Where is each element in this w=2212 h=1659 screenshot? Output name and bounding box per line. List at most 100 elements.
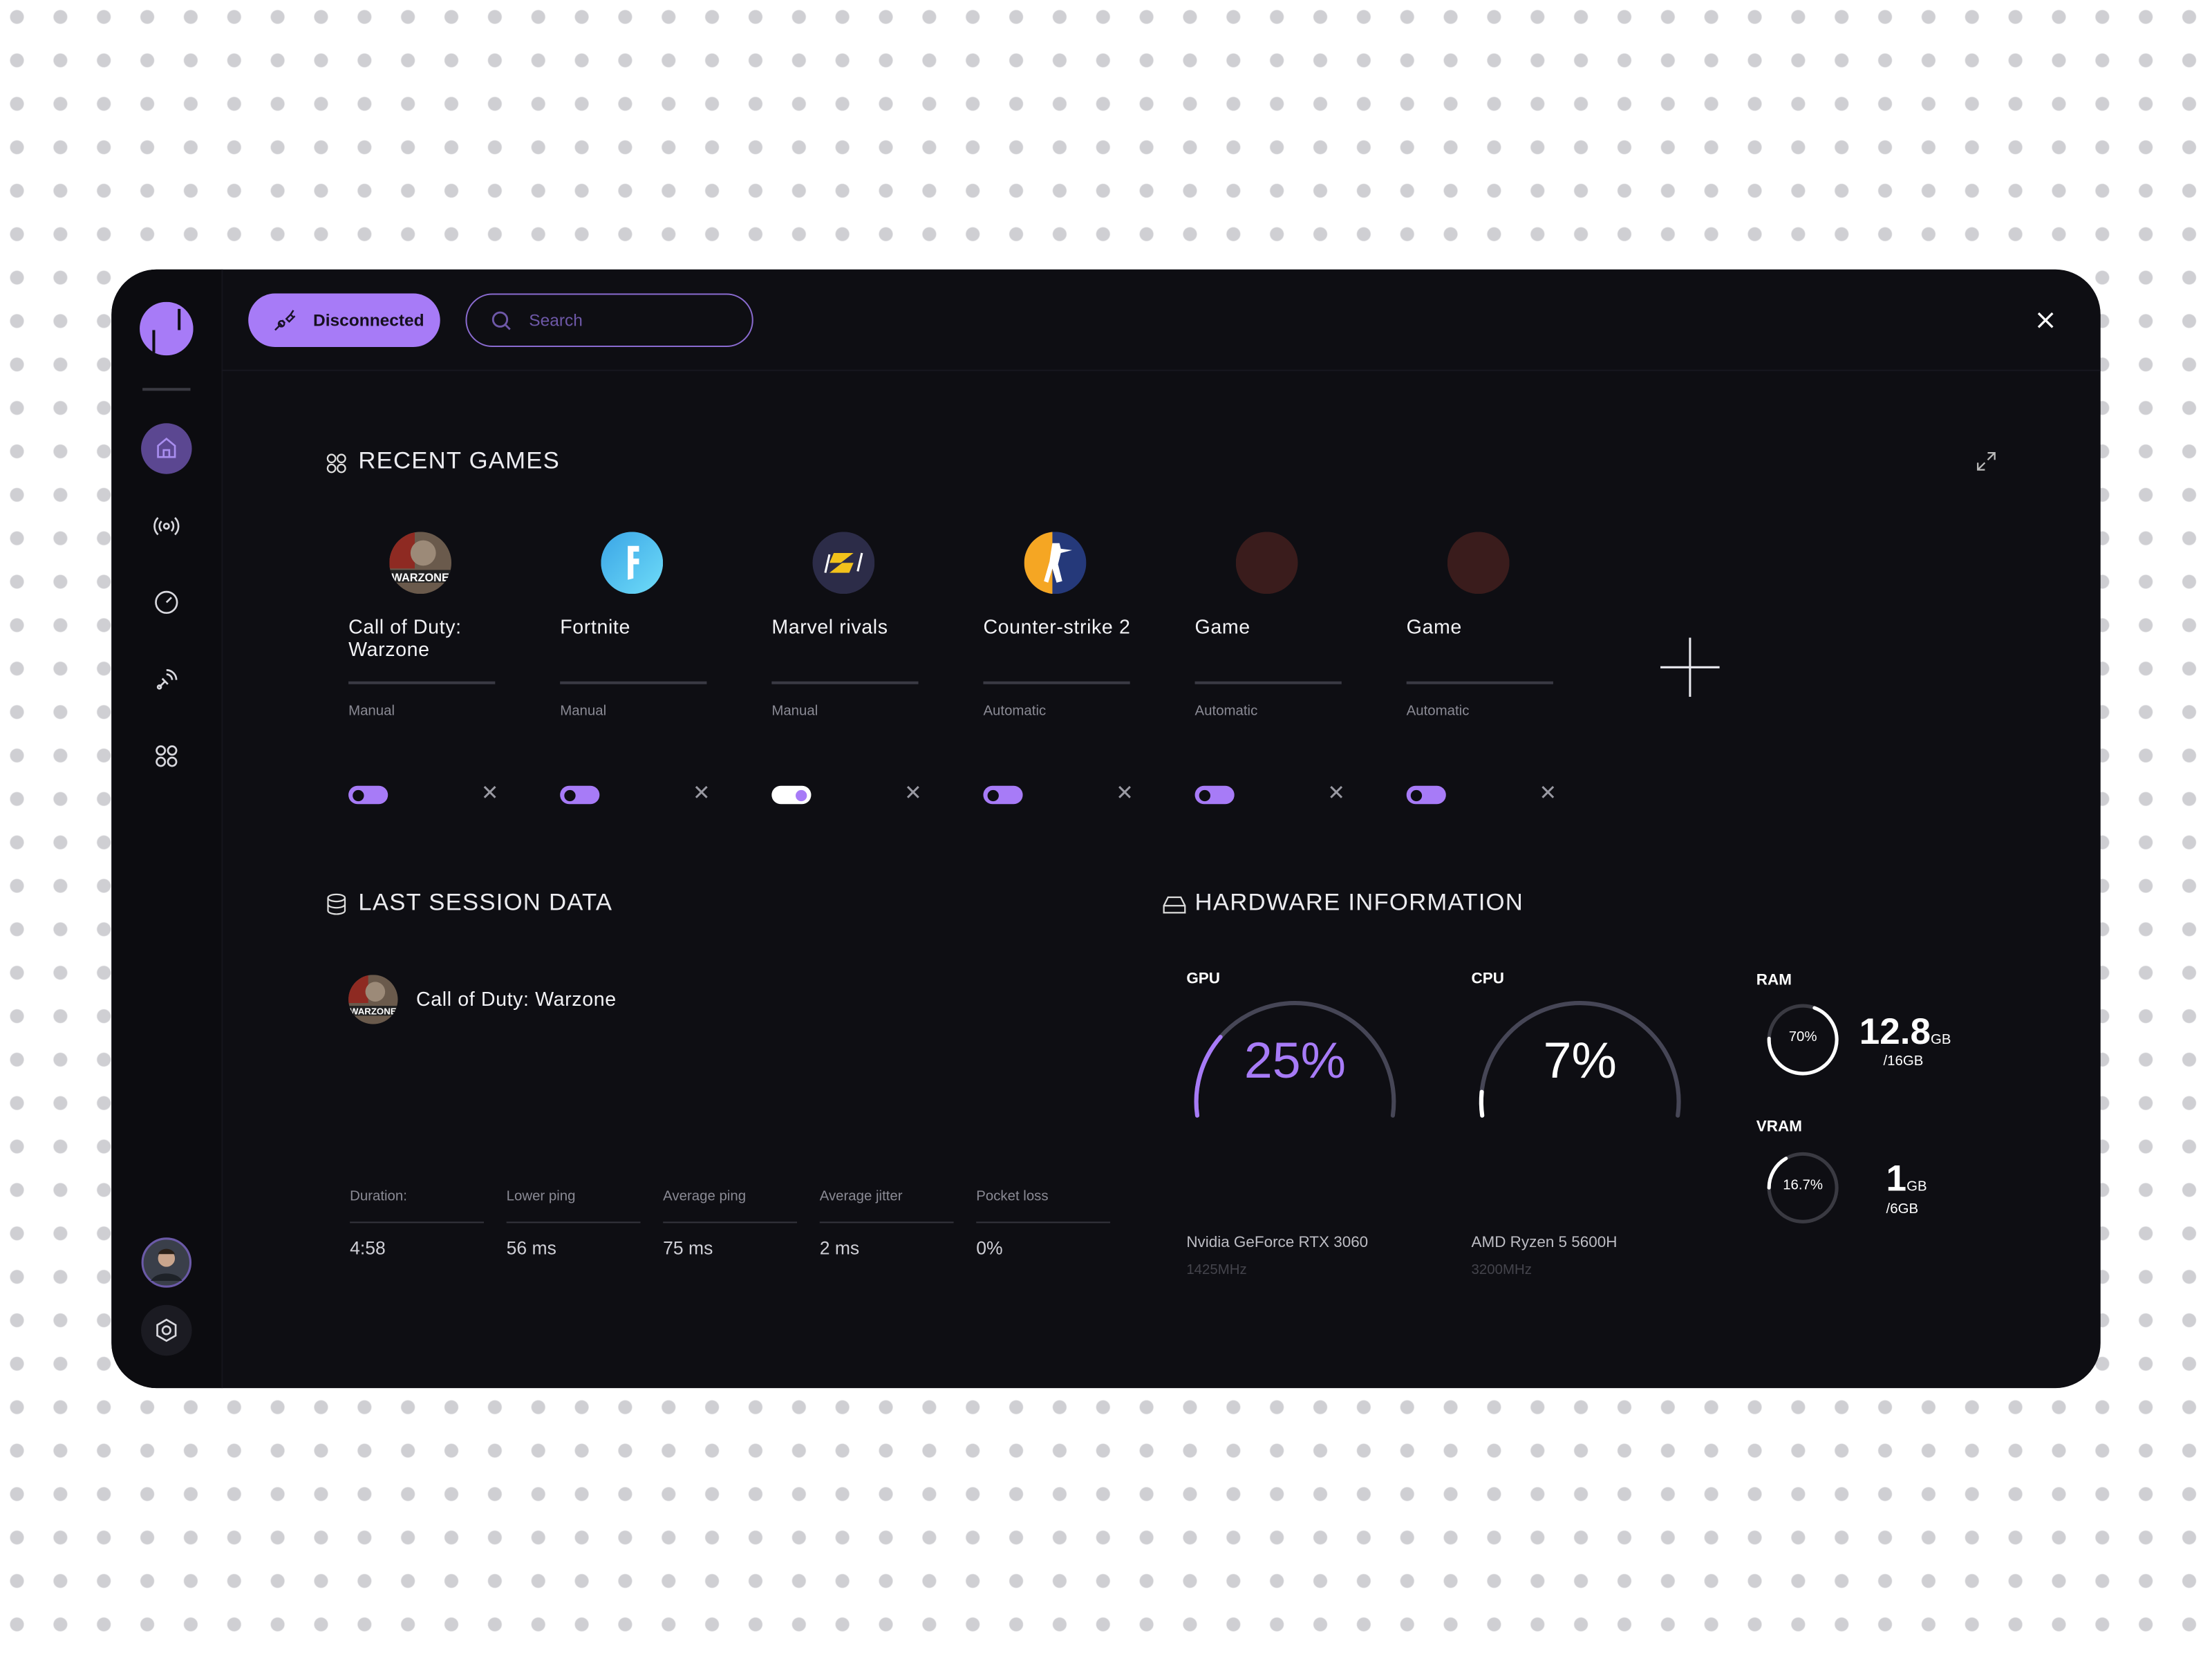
ram-ring bbox=[1767, 1004, 1839, 1076]
satellite-icon bbox=[156, 669, 178, 690]
svg-text:WARZONE: WARZONE bbox=[391, 572, 449, 584]
game-icon[interactable] bbox=[812, 532, 875, 594]
remove-game-icon[interactable]: ✕ bbox=[1327, 781, 1346, 806]
cpu-percent: 7% bbox=[1543, 1031, 1617, 1089]
warzone-icon: WARZONE bbox=[389, 532, 452, 594]
vram-used: 1GB bbox=[1886, 1156, 1927, 1200]
app-logo bbox=[140, 301, 194, 356]
vram-unit: GB bbox=[1906, 1179, 1927, 1195]
grid-icon bbox=[156, 745, 178, 767]
game-card: Counter-strike 2 Automatic ✕ bbox=[983, 532, 1138, 814]
toggle-knob bbox=[796, 789, 807, 801]
gpu-model: Nvidia GeForce RTX 3060 bbox=[1186, 1234, 1369, 1252]
hard-drive-icon bbox=[1163, 896, 1186, 914]
last-session-game-name: Call of Duty: Warzone bbox=[416, 987, 617, 1011]
game-toggle[interactable] bbox=[1194, 785, 1235, 805]
stat-value: 4:58 bbox=[350, 1237, 386, 1259]
warzone-icon: WARZONE bbox=[348, 975, 398, 1024]
stat-value: 56 ms bbox=[506, 1237, 556, 1259]
counter-strike-icon bbox=[1024, 532, 1087, 594]
game-icon[interactable] bbox=[1024, 532, 1087, 594]
stat-label: Average ping bbox=[663, 1189, 747, 1205]
game-toggle[interactable] bbox=[771, 785, 812, 805]
ring-fill bbox=[1767, 1156, 1788, 1190]
game-icon[interactable] bbox=[1447, 532, 1510, 594]
game-toggle[interactable] bbox=[1406, 785, 1446, 805]
stat-divider bbox=[976, 1221, 1111, 1224]
game-card: Game Automatic ✕ bbox=[1406, 532, 1562, 814]
game-name: Call of Duty: Warzone bbox=[348, 615, 462, 661]
hardware-title: HARDWARE INFORMATION bbox=[1194, 888, 1524, 916]
game-divider bbox=[1194, 681, 1342, 684]
remove-game-icon[interactable]: ✕ bbox=[693, 781, 711, 806]
gpu-clock: 1425MHz bbox=[1186, 1262, 1247, 1278]
sidebar-divider bbox=[142, 388, 191, 391]
game-card: Marvel rivals Manual ✕ bbox=[771, 532, 926, 814]
cpu-gauge bbox=[1479, 1000, 1681, 1118]
marvel-rivals-icon bbox=[812, 532, 875, 594]
ram-percent: 70% bbox=[1788, 1029, 1817, 1046]
game-mode: Automatic bbox=[1406, 704, 1470, 720]
game-icon[interactable]: WARZONE bbox=[389, 532, 452, 594]
cpu-model: AMD Ryzen 5 5600H bbox=[1471, 1234, 1618, 1252]
home-icon bbox=[157, 437, 176, 458]
stat-divider bbox=[663, 1221, 798, 1224]
game-name: Marvel rivals bbox=[771, 615, 888, 638]
ram-used: 12.8GB bbox=[1859, 1010, 1951, 1053]
game-mode: Automatic bbox=[983, 704, 1047, 720]
game-divider bbox=[983, 681, 1130, 684]
stat-divider bbox=[819, 1221, 954, 1224]
sidebar-item-satellite[interactable] bbox=[149, 663, 183, 697]
cpu-label: CPU bbox=[1471, 971, 1504, 988]
stat-value: 2 ms bbox=[819, 1237, 860, 1259]
game-divider bbox=[771, 681, 919, 684]
avatar[interactable] bbox=[141, 1237, 192, 1288]
search-placeholder: Search bbox=[529, 310, 583, 330]
game-divider bbox=[1406, 681, 1553, 684]
ram-total: /16GB bbox=[1883, 1053, 1924, 1069]
game-name: Counter-strike 2 bbox=[983, 615, 1131, 638]
vram-total: /6GB bbox=[1886, 1201, 1919, 1218]
close-icon[interactable] bbox=[2036, 310, 2056, 330]
settings-button[interactable] bbox=[141, 1304, 192, 1356]
placeholder-game-icon bbox=[1235, 532, 1298, 594]
expand-icon[interactable] bbox=[1975, 450, 1998, 473]
game-toggle[interactable] bbox=[983, 785, 1023, 805]
toggle-knob bbox=[1199, 789, 1211, 801]
vram-used-value: 1 bbox=[1886, 1156, 1907, 1199]
game-mode: Manual bbox=[771, 704, 818, 720]
remove-game-icon[interactable]: ✕ bbox=[480, 781, 499, 806]
game-card: WARZONE Call of Duty: Warzone Manual ✕ bbox=[348, 532, 503, 814]
sidebar-item-home[interactable] bbox=[141, 423, 192, 474]
last-session-title: LAST SESSION DATA bbox=[358, 888, 613, 916]
connection-status-button[interactable]: Disconnected bbox=[248, 293, 440, 348]
game-icon[interactable] bbox=[601, 532, 664, 594]
game-icon[interactable] bbox=[1235, 532, 1298, 594]
search-input[interactable]: Search bbox=[465, 293, 753, 348]
toggle-knob bbox=[564, 789, 576, 801]
game-name: Game bbox=[1406, 615, 1462, 638]
remove-game-icon[interactable]: ✕ bbox=[1539, 781, 1557, 806]
cpu-clock: 3200MHz bbox=[1471, 1262, 1532, 1278]
game-name: Game bbox=[1194, 615, 1250, 638]
sidebar-item-speed[interactable] bbox=[149, 585, 183, 619]
sidebar-item-grid[interactable] bbox=[149, 739, 183, 773]
game-toggle[interactable] bbox=[348, 785, 388, 805]
gpu-percent: 25% bbox=[1244, 1031, 1346, 1089]
add-game-button[interactable] bbox=[1660, 637, 1720, 697]
stat-divider bbox=[350, 1221, 484, 1224]
stat-value: 75 ms bbox=[663, 1237, 713, 1259]
remove-game-icon[interactable]: ✕ bbox=[904, 781, 922, 806]
sidebar-item-broadcast[interactable] bbox=[149, 509, 183, 543]
database-icon bbox=[327, 893, 346, 915]
remove-game-icon[interactable]: ✕ bbox=[1116, 781, 1134, 806]
stat-label: Lower ping bbox=[506, 1189, 576, 1205]
settings-icon bbox=[156, 1318, 177, 1342]
gauge-fill bbox=[1479, 1089, 1485, 1118]
game-toggle[interactable] bbox=[560, 785, 600, 805]
game-mode: Automatic bbox=[1194, 704, 1258, 720]
fortnite-icon bbox=[601, 532, 664, 594]
placeholder-game-icon bbox=[1447, 532, 1510, 594]
toggle-knob bbox=[1410, 789, 1423, 801]
